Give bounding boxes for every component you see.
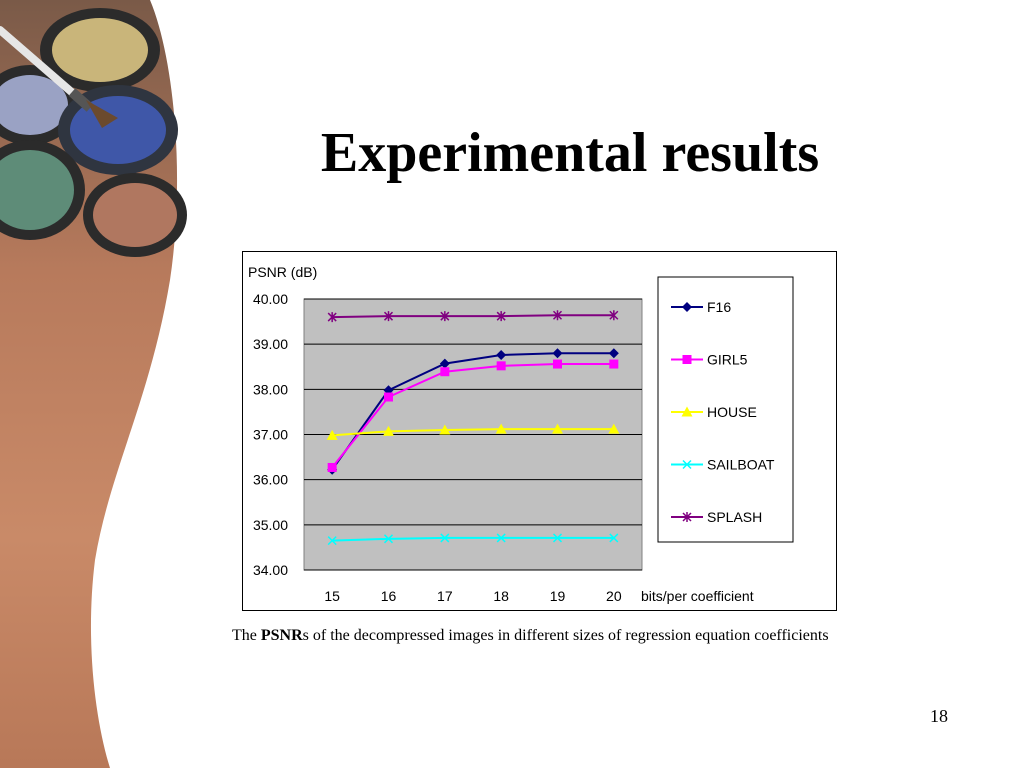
legend-marker-sailboat xyxy=(682,459,692,470)
data-point-splash-20 xyxy=(609,310,619,321)
data-point-house-17 xyxy=(439,424,451,435)
x-tick-label-15: 15 xyxy=(324,588,340,604)
legend-item-sailboat: SAILBOAT xyxy=(671,457,775,473)
data-point-house-20 xyxy=(608,423,620,434)
y-axis-label: PSNR (dB) xyxy=(248,264,317,280)
y-tick-label-4: 36.00 xyxy=(253,472,288,488)
data-point-splash-18 xyxy=(496,311,506,322)
data-point-f16-17 xyxy=(439,358,450,369)
y-tick-label-2: 38.00 xyxy=(253,381,288,397)
data-point-f16-19 xyxy=(552,348,563,359)
data-point-f16-20 xyxy=(608,348,619,359)
x-axis-ticks: 15 16 17 18 19 20 xyxy=(324,588,621,604)
data-point-f16-18 xyxy=(496,350,507,361)
series-lines xyxy=(326,310,620,546)
legend-label-girl5: GIRL5 xyxy=(707,352,748,368)
series-sailboat xyxy=(327,533,619,546)
gridlines xyxy=(304,298,642,571)
data-point-splash-16 xyxy=(383,311,394,322)
series-line-f16 xyxy=(331,352,614,471)
data-point-house-15 xyxy=(326,429,338,440)
caption-psnr-bold: PSNR xyxy=(260,627,303,644)
data-point-girl5-18 xyxy=(496,361,506,371)
data-point-girl5-16 xyxy=(384,392,393,402)
data-point-sailboat-19 xyxy=(552,533,563,543)
legend-marker-splash xyxy=(682,512,692,522)
legend-marker-girl5 xyxy=(682,355,692,364)
data-point-house-16 xyxy=(383,425,394,436)
data-point-sailboat-15 xyxy=(327,536,337,546)
y-tick-label-3: 37.00 xyxy=(253,427,288,443)
paintbrush xyxy=(0,26,118,128)
page-number: 18 xyxy=(930,706,948,726)
data-point-sailboat-17 xyxy=(440,533,450,543)
legend-label-house: HOUSE xyxy=(707,404,757,420)
paint-pot-5 xyxy=(83,173,187,257)
psnr-chart: PSNR (dB) 40.00 39.00 38.00 37.00 36.00 35.00… xyxy=(242,251,837,611)
figure-caption: The PSNRs of the decompressed images in … xyxy=(232,624,850,647)
slide-title: Experimental results xyxy=(320,122,820,184)
x-tick-label-17: 17 xyxy=(437,588,453,604)
y-tick-label-5: 35.00 xyxy=(253,517,288,533)
paint-pot-4 xyxy=(0,140,85,240)
series-line-sailboat xyxy=(332,536,614,542)
legend-entries: F16 GIRL5 HOUSE SAILBOAT SPLASH xyxy=(671,299,775,525)
legend-label-f16: F16 xyxy=(707,299,731,315)
legend-item-splash: SPLASH xyxy=(671,509,762,525)
data-point-splash-15 xyxy=(327,312,337,323)
data-point-splash-19 xyxy=(552,310,563,321)
legend-label-sailboat: SAILBOAT xyxy=(707,457,775,473)
data-point-girl5-17 xyxy=(440,367,450,377)
y-tick-label-1: 39.00 xyxy=(253,336,288,352)
data-point-sailboat-16 xyxy=(383,534,394,544)
y-axis-ticks: 40.00 39.00 38.00 37.00 36.00 35.00 34.00 xyxy=(253,291,288,578)
data-point-splash-17 xyxy=(440,311,450,322)
series-line-girl5 xyxy=(331,363,614,469)
x-tick-label-20: 20 xyxy=(606,588,622,604)
data-point-sailboat-18 xyxy=(496,533,506,543)
data-point-girl5-20 xyxy=(609,359,619,369)
series-line-house xyxy=(332,428,614,437)
series-line-splash xyxy=(332,314,614,319)
series-splash xyxy=(327,310,619,323)
legend-item-girl5: GIRL5 xyxy=(671,352,748,368)
x-tick-label-19: 19 xyxy=(550,588,566,604)
y-tick-label-0: 40.00 xyxy=(253,291,288,307)
paint-pots-decoration xyxy=(0,0,187,768)
legend xyxy=(657,276,794,543)
data-point-sailboat-20 xyxy=(609,533,619,543)
data-point-girl5-19 xyxy=(553,359,562,369)
legend-marker-f16 xyxy=(682,302,692,312)
data-point-house-18 xyxy=(495,423,507,434)
caption-text-start: The xyxy=(232,627,261,644)
data-point-girl5-15 xyxy=(327,462,337,472)
y-tick-label-6: 34.00 xyxy=(253,562,288,578)
data-point-house-19 xyxy=(552,423,563,434)
chart-canvas: PSNR (dB) 40.00 39.00 38.00 37.00 36.00 35.00… xyxy=(248,264,794,604)
caption-text-end: s of the decompressed images in differen… xyxy=(302,627,829,644)
series-girl5 xyxy=(327,359,619,472)
x-tick-label-16: 16 xyxy=(381,588,397,604)
paint-pot-1 xyxy=(40,8,160,92)
series-house xyxy=(326,423,620,440)
x-tick-label-18: 18 xyxy=(493,588,509,604)
legend-item-house: HOUSE xyxy=(671,404,757,420)
x-axis-label: bits/per coefficient xyxy=(641,588,754,604)
legend-label-splash: SPLASH xyxy=(707,509,762,525)
legend-marker-house xyxy=(681,406,693,417)
legend-item-f16: F16 xyxy=(671,299,731,315)
